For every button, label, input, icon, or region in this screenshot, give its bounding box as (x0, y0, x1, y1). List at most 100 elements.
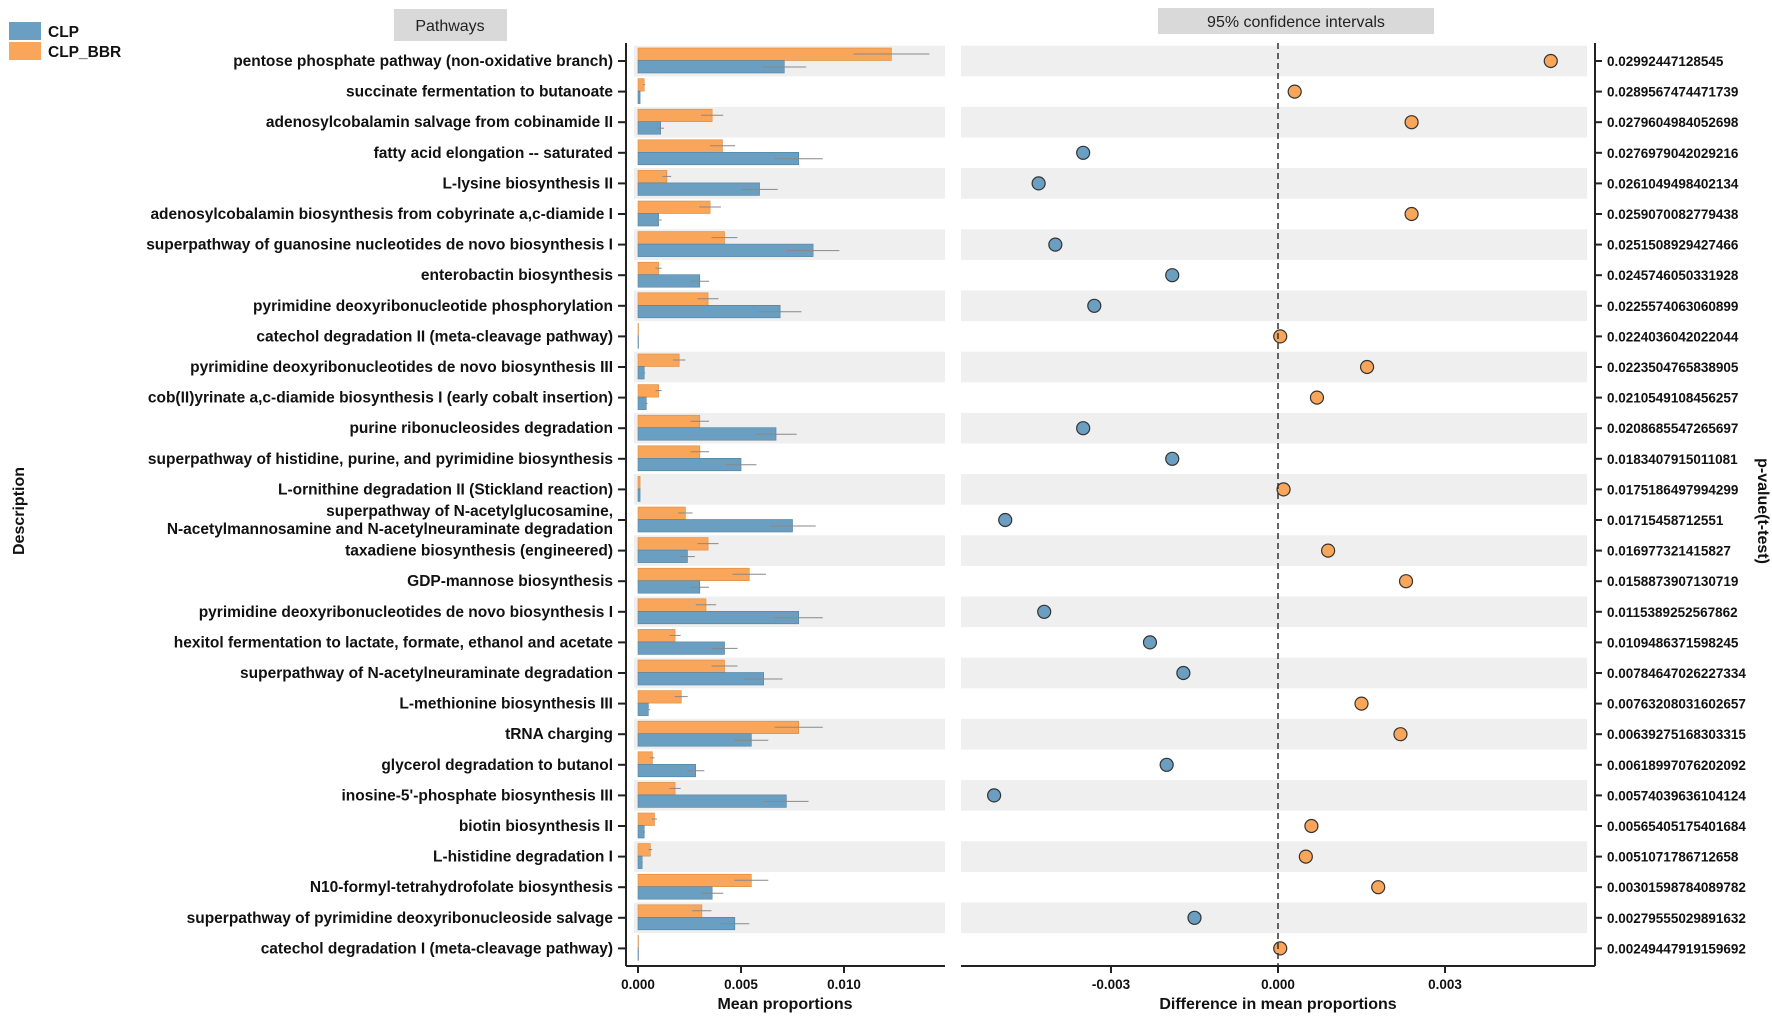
legend-swatch-clp_bbr (9, 42, 41, 60)
difference-point (1305, 820, 1318, 833)
p-value-label: 0.0245746050331928 (1607, 268, 1739, 283)
right-x-tick-label: -0.003 (1092, 977, 1131, 992)
pathway-label: catechol degradation II (meta-cleavage p… (256, 328, 613, 345)
p-value-axis-title: p-value(t-test) (1754, 458, 1771, 564)
bar-clp (638, 91, 640, 104)
p-value-label: 0.0051071786712658 (1607, 850, 1739, 865)
p-value-label: 0.0183407915011081 (1607, 452, 1738, 467)
pathway-label: superpathway of N-acetylglucosamine,N-ac… (167, 503, 613, 538)
row-band (961, 352, 1587, 383)
pathway-label: pyrimidine deoxyribonucleotides de novo … (190, 359, 613, 376)
p-value-label: 0.0276979042029216 (1607, 146, 1739, 161)
pathway-label: hexitol fermentation to lactate, formate… (174, 634, 614, 651)
difference-point (1277, 483, 1290, 496)
pathway-label: superpathway of guanosine nucleotides de… (146, 237, 613, 254)
difference-point (1361, 361, 1374, 374)
bar-clp-bbr (638, 752, 652, 765)
row-band (961, 903, 1587, 934)
p-value-label: 0.0224036042022044 (1607, 329, 1739, 344)
p-value-label: 0.00763208031602657 (1607, 697, 1746, 712)
row-band (961, 474, 1587, 505)
difference-point (1322, 544, 1335, 557)
row-band (961, 535, 1587, 566)
difference-point (1038, 605, 1051, 618)
pathway-label: biotin biosynthesis II (459, 818, 613, 835)
difference-point (1405, 116, 1418, 129)
difference-point (1372, 881, 1385, 894)
pathway-label: glycerol degradation to butanol (381, 757, 613, 774)
pathway-label: succinate fermentation to butanoate (346, 84, 613, 101)
p-value-label: 0.00279555029891632 (1607, 911, 1746, 926)
pathway-label: GDP-mannose biosynthesis (407, 573, 613, 590)
bar-clp-bbr (638, 415, 700, 428)
bar-clp (638, 489, 640, 502)
p-value-label: 0.00249447919159692 (1607, 941, 1746, 956)
bar-clp (638, 397, 646, 410)
bar-clp (638, 275, 700, 288)
right-x-tick-label: 0.003 (1428, 977, 1462, 992)
p-value-label: 0.0259070082779438 (1607, 207, 1739, 222)
p-value-label: 0.00574039636104124 (1607, 788, 1746, 803)
difference-point (1405, 208, 1418, 221)
p-value-label: 0.0225574063060899 (1607, 299, 1738, 314)
pathway-label: taxadiene biosynthesis (engineered) (345, 543, 613, 560)
legend-swatch-clp (9, 22, 41, 40)
bar-clp (638, 183, 760, 196)
difference-point (1394, 728, 1407, 741)
difference-point (1288, 85, 1301, 98)
difference-point (1166, 269, 1179, 282)
difference-point (1088, 299, 1101, 312)
p-value-label: 0.00565405175401684 (1607, 819, 1746, 834)
pathway-label: superpathway of N-acetylneuraminate degr… (240, 665, 613, 682)
difference-point (988, 789, 1001, 802)
bar-clp-bbr (638, 446, 700, 459)
pathway-label: N10-formyl-tetrahydrofolate biosynthesis (310, 879, 613, 896)
row-band (634, 352, 945, 383)
p-value-label: 0.01715458712551 (1607, 513, 1724, 528)
difference-point (1400, 575, 1413, 588)
pathway-label: fatty acid elongation -- saturated (374, 145, 613, 162)
difference-point (1077, 422, 1090, 435)
difference-point (999, 514, 1012, 527)
difference-point (1188, 911, 1201, 924)
left-x-axis-title: Mean proportions (717, 996, 852, 1013)
p-value-label: 0.00784647026227334 (1607, 666, 1746, 681)
p-value-label: 0.0158873907130719 (1607, 574, 1738, 589)
row-band (961, 719, 1587, 750)
p-value-label: 0.0208685547265697 (1607, 421, 1738, 436)
difference-point (1310, 391, 1323, 404)
p-value-label: 0.0109486371598245 (1607, 635, 1739, 650)
p-value-label: 0.016977321415827 (1607, 544, 1731, 559)
row-band (961, 291, 1587, 322)
pathway-label: L-methionine biosynthesis III (399, 696, 613, 713)
bar-clp-bbr (638, 476, 640, 489)
difference-point (1274, 942, 1287, 955)
difference-point (1077, 146, 1090, 159)
pathway-label: purine ribonucleosides degradation (349, 420, 613, 437)
difference-point (1544, 55, 1557, 68)
row-band (961, 46, 1587, 77)
pathway-label: inosine-5'-phosphate biosynthesis III (341, 787, 613, 804)
legend-label-clp: CLP (48, 24, 79, 41)
pathway-label: pyrimidine deoxyribonucleotide phosphory… (253, 298, 613, 315)
difference-point (1166, 452, 1179, 465)
pathway-label: pyrimidine deoxyribonucleotides de novo … (199, 604, 613, 621)
difference-point (1177, 667, 1190, 680)
p-value-label: 0.0210549108456257 (1607, 391, 1738, 406)
pathway-label: catechol degradation I (meta-cleavage pa… (261, 940, 613, 957)
row-band (961, 841, 1587, 872)
row-band (634, 841, 945, 872)
pathway-label: pentose phosphate pathway (non-oxidative… (233, 53, 613, 70)
bar-clp (638, 244, 813, 257)
pathway-label: tRNA charging (505, 726, 613, 743)
y-axis-title: Description (11, 467, 28, 555)
difference-point (1032, 177, 1045, 190)
left-x-tick-label: 0.010 (827, 977, 861, 992)
legend-label-clp_bbr: CLP_BBR (48, 44, 121, 61)
row-band (961, 107, 1587, 138)
pathway-label: L-ornithine degradation II (Stickland re… (278, 481, 613, 498)
right-x-tick-label: 0.000 (1261, 977, 1295, 992)
left-x-tick-label: 0.000 (621, 977, 655, 992)
p-value-label: 0.0261049498402134 (1607, 176, 1739, 191)
p-value-label: 0.00639275168303315 (1607, 727, 1746, 742)
